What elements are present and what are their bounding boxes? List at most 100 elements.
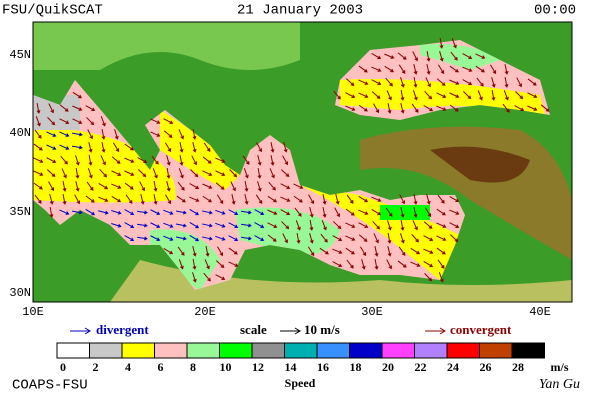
wind-arrow [75,155,80,166]
wind-arrow [309,233,314,244]
wind-arrow [371,53,382,60]
speed-patch [235,207,340,255]
wind-arrow [228,209,239,216]
wind-arrow [371,66,382,72]
wind-arrow [374,258,379,270]
wind-arrow [346,194,354,204]
wind-arrow [165,194,172,205]
speed-patch [380,205,430,220]
wind-arrow [202,210,213,215]
speed-patch [150,229,220,290]
wind-arrow [215,170,226,176]
wind-arrow [124,182,134,190]
wind-arrow [283,142,288,153]
wind-arrow [243,168,249,179]
wind-arrow [125,194,133,204]
wind-arrow [439,51,444,62]
wind-arrow [280,169,290,178]
wind-arrow [385,207,393,217]
colorbar-tick: 14 [285,360,297,374]
wind-arrow [150,222,161,228]
wind-arrow [437,194,445,204]
wind-arrow [257,155,262,166]
wind-arrow [411,103,419,113]
wind-arrow [540,104,550,112]
wind-arrow [124,157,135,163]
wind-arrow [371,196,382,202]
wind-arrow [255,194,263,205]
wind-arrow [280,183,291,190]
wind-arrow [437,64,445,75]
wind-arrow [192,128,197,140]
wind-arrows [33,37,550,283]
wind-arrow [282,233,288,244]
colorbar-unit: m/s [551,360,569,374]
lon-label: 30E [361,305,383,319]
wind-arrow [371,79,382,85]
wind-arrow [322,194,327,205]
wind-arrow [175,236,187,241]
wind-arrow [345,105,356,111]
wind-arrow [423,221,433,229]
wind-arrow [436,78,446,86]
wind-arrow [295,220,301,231]
wind-arrow [450,234,459,243]
wind-arrow [228,222,239,229]
wind-arrow [372,220,381,230]
wind-arrow [397,52,407,60]
wind-arrow [361,259,366,270]
colorbar-tick: 8 [190,360,196,374]
wind-arrow [345,235,356,241]
wind-arrow [425,207,432,218]
wind-arrow [358,209,369,215]
speed-patch [420,44,500,70]
wind-arrow [320,233,328,243]
wind-arrow [163,235,174,241]
wind-arrow [111,195,122,203]
wind-arrow [202,236,213,241]
wind-arrow [46,169,56,177]
wind-arrow [240,210,252,215]
wind-arrow [202,170,213,176]
speed-patch [33,95,80,130]
wind-arrow [192,246,197,257]
wind-arrow [215,235,226,241]
wind-arrow [177,181,185,191]
wind-arrow [280,196,291,202]
wind-arrow [374,246,379,257]
header-right: 00:00 [534,3,576,19]
wind-arrow [254,235,265,242]
wind-arrow [205,246,210,257]
wind-arrow [111,156,121,164]
colorbar-tick: 26 [480,360,492,374]
wind-arrow [136,236,148,241]
wind-arrow [98,182,109,190]
wind-arrow [307,246,315,257]
wind-arrow [88,154,93,166]
wind-arrow [138,169,147,178]
wind-arrow [424,90,433,100]
wind-arrow [85,208,96,216]
wind-arrow [189,208,200,216]
wind-arrow [400,207,405,218]
scale-label: scale [240,322,267,337]
wind-arrow [322,206,327,218]
land-light [33,22,300,70]
wind-arrow [425,77,431,88]
wind-arrow [48,103,54,114]
lon-label: 20E [194,305,216,319]
colorbar-swatch [186,342,220,359]
wind-arrow [384,65,395,73]
wind-arrow [71,210,83,215]
speed-patch [160,110,240,190]
wind-arrow [387,103,392,114]
wind-arrow [189,221,200,229]
wind-arrow [332,235,343,242]
wind-arrow [439,37,444,49]
wind-arrow [189,183,200,190]
wind-arrow [293,195,303,203]
wind-arrow [163,130,173,138]
wind-arrow [410,261,421,267]
colorbar-tick: 2 [93,360,99,374]
wind-arrow [411,233,419,243]
